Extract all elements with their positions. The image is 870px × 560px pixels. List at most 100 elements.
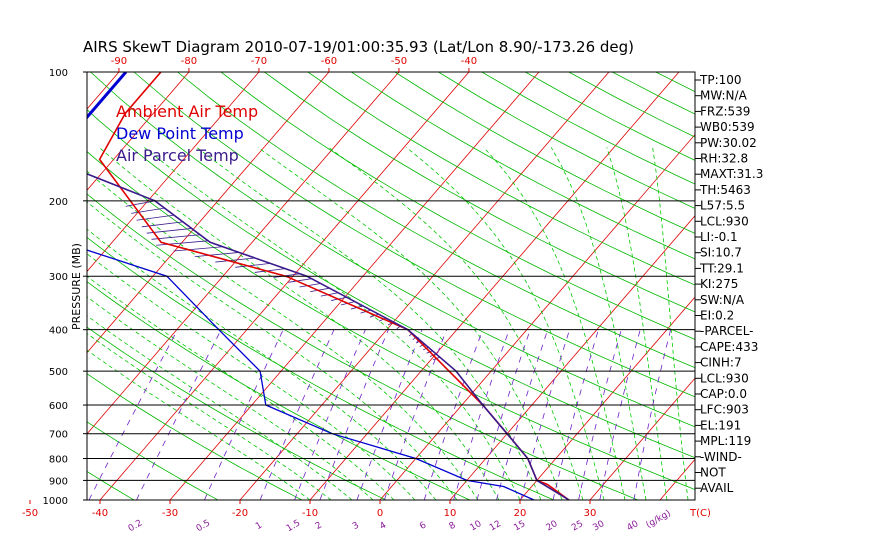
legend: Ambient Air Temp Dew Point Temp Air Parc… <box>116 102 258 165</box>
cape-hatch-line <box>235 262 271 268</box>
isotherm-line <box>87 72 400 435</box>
cape-hatch-line <box>151 234 201 240</box>
dry-adiabat-line <box>307 72 695 286</box>
pressure-tick-label: 700 <box>49 430 68 441</box>
stability-index: KI:275 <box>700 277 738 291</box>
stability-index: MPL:119 <box>700 434 751 448</box>
dew-point-upper-segment <box>87 72 128 120</box>
stability-index: EL:191 <box>700 418 741 432</box>
stability-index: TP:100 <box>699 73 742 87</box>
legend-dew-point-temp: Dew Point Temp <box>116 124 244 143</box>
isotherm-line <box>519 296 695 500</box>
stability-index: LCL:930 <box>700 214 749 228</box>
isotherm-line <box>87 72 330 354</box>
top-temp-tick-label: -40 <box>461 56 477 67</box>
bottom-temp-tick-label: 20 <box>514 508 527 519</box>
stability-index: AVAIL <box>700 481 734 495</box>
isotherm-line <box>0 72 49 500</box>
legend-air-parcel-temp: Air Parcel Temp <box>116 146 239 165</box>
pressure-tick-label: 1000 <box>43 496 68 507</box>
stability-index: -PARCEL- <box>700 324 754 338</box>
mixing-ratio-tick-label: 8 <box>448 520 458 532</box>
stability-index: MW:N/A <box>700 89 748 103</box>
stability-index: WB0:539 <box>700 120 755 134</box>
dry-adiabat-line <box>655 72 695 93</box>
mixing-ratio-tick-label: 12 <box>488 519 503 533</box>
top-temp-tick-label: -70 <box>251 56 267 67</box>
pressure-tick-label: 800 <box>49 455 68 466</box>
moist-adiabat-line <box>87 275 395 500</box>
cape-hatch-line <box>136 214 174 221</box>
pressure-axis: 100 200 300 400 500 600 700 800 900 1000 <box>43 68 87 507</box>
air-parcel-temp-line <box>87 172 570 500</box>
chart-title: AIRS SkewT Diagram 2010-07-19/01:00:35.9… <box>83 38 634 56</box>
stability-index: CAPE:433 <box>700 340 758 354</box>
stability-index: L57:5.5 <box>700 199 745 213</box>
mixing-ratio-tick-label: 0.5 <box>195 518 212 534</box>
pressure-tick-label: 400 <box>49 326 68 337</box>
mixing-ratio-line <box>136 329 222 500</box>
dry-adiabat-line <box>133 72 695 398</box>
dry-adiabat-line <box>87 326 387 500</box>
y-axis-label: PRESSURE (MB) <box>70 243 83 330</box>
stability-index: TH:5463 <box>699 183 751 197</box>
stability-index: RH:32.8 <box>700 152 748 166</box>
dry-adiabat-line <box>87 421 219 500</box>
mixing-ratio-tick-label: 40 <box>625 519 640 534</box>
pressure-tick-label: 500 <box>49 367 68 378</box>
stability-index: PW:30.02 <box>700 136 757 150</box>
mixing-ratio-line <box>578 329 622 500</box>
cape-hatch-line <box>310 287 330 293</box>
bottom-temperature-axis: -50 -40 -30 -20 -10 0 10 20 30 <box>22 500 596 519</box>
bottom-temp-tick-label: -50 <box>22 508 38 519</box>
dry-adiabat-lines <box>87 72 870 500</box>
cape-hatch-line <box>215 257 255 263</box>
isotherm-line <box>87 72 190 191</box>
dry-adiabat-line <box>177 72 695 369</box>
cape-hatch-line <box>299 283 321 288</box>
moist-adiabat-line <box>257 147 563 500</box>
stability-index: LCL:930 <box>700 371 749 385</box>
isotherm-lines <box>0 72 695 500</box>
mixing-ratio-tick-label: 1.5 <box>285 518 302 534</box>
moist-adiabat-line <box>196 147 542 500</box>
dry-adiabat-line <box>830 72 870 500</box>
plot-frame <box>86 71 696 501</box>
stability-index: FRZ:539 <box>700 104 750 118</box>
mixing-ratio-tick-label: 15 <box>512 519 527 533</box>
cape-hatching <box>125 200 441 361</box>
moist-adiabat-line <box>87 170 479 500</box>
mixing-ratio-tick-label: 2 <box>314 520 324 532</box>
isotherm-line <box>309 72 680 500</box>
isotherm-line <box>659 458 695 500</box>
top-temp-tick-label: -90 <box>111 56 127 67</box>
mixing-ratio-tick-label: 10 <box>469 519 484 534</box>
cape-hatch-line <box>378 317 387 322</box>
dry-adiabat-line <box>743 72 870 500</box>
mixing-ratio-line <box>496 329 549 500</box>
mixing-ratio-line <box>88 329 178 500</box>
moist-adiabat-line <box>550 147 647 500</box>
bottom-temp-tick-label: -10 <box>302 508 318 519</box>
moist-adiabat-line <box>87 349 311 500</box>
isotherm-line <box>87 72 260 273</box>
bottom-temp-tick-label: 10 <box>444 508 457 519</box>
moist-adiabat-lines <box>87 147 689 500</box>
dry-adiabat-line <box>351 72 695 260</box>
cape-hatch-line <box>288 278 312 283</box>
mixing-ratio-tick-label: 1 <box>254 521 264 533</box>
dry-adiabat-line <box>438 72 695 209</box>
moist-adiabat-line <box>483 147 626 500</box>
stability-index: SI:10.7 <box>700 246 742 260</box>
dry-adiabat-line <box>220 72 695 340</box>
mixing-ratio-line <box>453 329 510 500</box>
mixing-ratio-tick-label: 25 <box>570 519 585 533</box>
dry-adiabat-line <box>481 72 695 185</box>
moist-adiabat-line <box>406 147 605 500</box>
mixing-ratio-tick-label: 4 <box>378 520 388 532</box>
cape-hatch-line <box>254 268 286 273</box>
moist-adiabat-line <box>87 315 353 500</box>
pressure-tick-label: 300 <box>49 272 68 283</box>
